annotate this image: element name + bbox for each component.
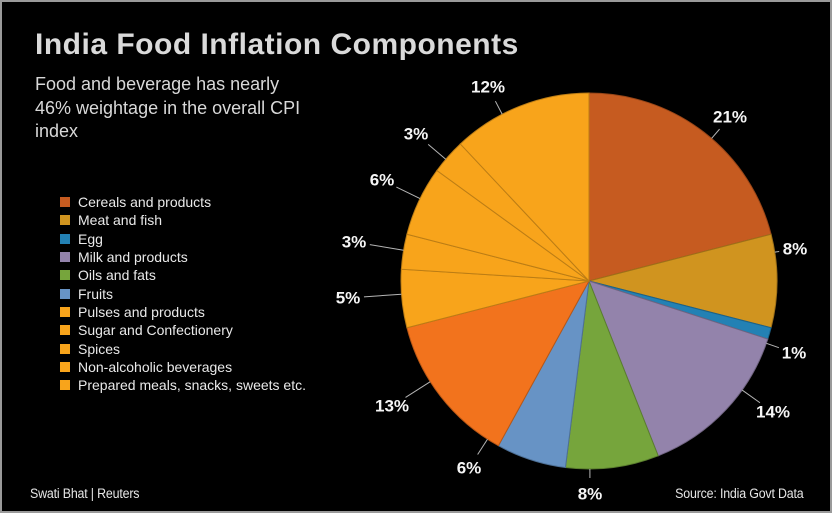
percent-label: 13% [375,397,409,416]
legend-item-label: Oils and fats [78,267,156,284]
legend-item: Spices [60,339,306,357]
legend-swatch-icon [60,380,70,391]
legend-swatch-icon [60,306,70,317]
percent-label: 21% [713,108,747,127]
percent-label: 1% [782,344,807,363]
legend-swatch-icon [60,343,70,354]
percent-label: 3% [342,233,367,252]
legend-swatch-icon [60,215,70,226]
percent-label: 5% [336,289,361,308]
legend-swatch-icon [60,270,70,281]
leader-line [477,438,488,455]
leader-line [494,100,503,115]
leader-line [774,250,780,253]
leader-line [396,186,421,200]
legend-item: Milk and products [60,248,306,266]
legend-item: Prepared meals, snacks, sweets etc. [60,376,306,394]
legend-item-label: Sugar and Confectionery [78,322,233,339]
pie-slice-8% [564,280,659,470]
legend-item: Oils and fats [60,266,306,284]
percent-label: 3% [404,125,429,144]
legend-item: Fruits [60,284,306,302]
byline: Swati Bhat | Reuters [30,486,140,501]
legend-item: Cereals and products [60,193,306,211]
subtitle-line: 46% weightage in the overall CPI [35,97,301,118]
legend-swatch-icon [60,252,70,263]
legend-item-label: Milk and products [78,249,188,266]
leader-line [711,128,720,139]
percent-label: 12% [471,78,505,97]
pie-slice-13% [406,280,590,447]
legend-item: Meat and fish [60,211,306,229]
subtitle-line: index [35,121,79,141]
legend-item-label: Spices [78,340,121,357]
legend-item-label: Egg [78,230,103,247]
legend-item: Pulses and products [60,303,306,321]
legend: Cereals and products Meat and fish Egg Milk… [60,193,306,394]
legend-swatch-icon [60,288,70,299]
percent-label: 14% [756,403,790,422]
legend-item-label: Fruits [78,285,113,302]
percent-label: 8% [578,485,603,504]
legend-swatch-icon [60,233,70,244]
leader-line [369,244,404,251]
pie-slice-21% [588,92,772,282]
percent-label: 8% [783,240,808,259]
legend-item-label: Cereals and products [78,194,212,211]
legend-item: Sugar and Confectionery [60,321,306,339]
leader-line [405,381,431,398]
pie-slice-8% [588,233,778,329]
leader-line [427,143,447,160]
legend-item: Non-alcoholic beverages [60,358,306,376]
legend-swatch-icon [60,325,70,336]
legend-item-label: Meat and fish [78,212,163,229]
legend-swatch-icon [60,361,70,372]
legend-item-label: Non-alcoholic beverages [78,358,233,375]
legend-item-label: Prepared meals, snacks, sweets etc. [78,377,306,394]
source-note: Source: India Govt Data [674,486,804,501]
chart-subtitle: Food and beverage has nearly 46% weighta… [35,73,300,144]
pie-slice-14% [588,280,769,457]
percent-label: 6% [370,171,395,190]
pie-slice-12% [459,92,590,283]
legend-swatch-icon [60,197,70,208]
leader-line [766,342,780,349]
leader-line [363,293,402,298]
percent-label: 6% [457,459,482,478]
chart-title: India Food Inflation Components [35,28,519,61]
subtitle-line: Food and beverage has nearly [35,74,280,94]
leader-line [741,389,761,404]
legend-item: Egg [60,230,306,248]
legend-item-label: Pulses and products [78,303,205,320]
